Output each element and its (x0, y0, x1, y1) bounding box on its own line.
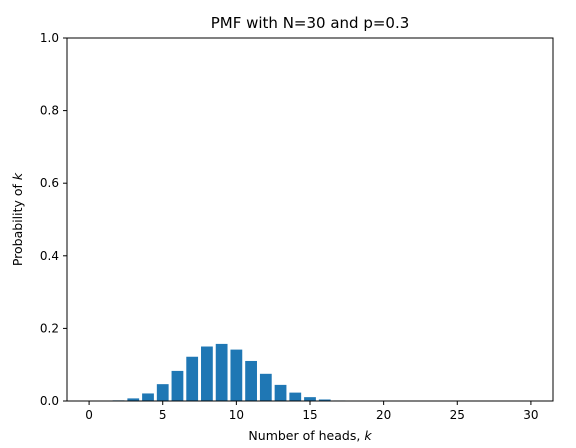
bar-k-3 (127, 398, 140, 401)
y-tick-label: 0.4 (40, 249, 59, 263)
bar-k-6 (171, 370, 184, 401)
bar-k-16 (318, 399, 331, 401)
y-tick-label: 0.0 (40, 394, 59, 408)
bar-k-12 (259, 373, 272, 401)
plot-area-frame (66, 37, 554, 402)
bar-k-9 (215, 343, 228, 401)
y-tick-label: 1.0 (40, 31, 59, 45)
x-axis-label-prefix: Number of heads, (248, 428, 364, 443)
bar-k-10 (230, 349, 243, 401)
bar-k-5 (156, 384, 169, 401)
bar-k-15 (304, 397, 316, 401)
y-axis-label-prefix: Probability of (10, 180, 25, 266)
bar-series (83, 343, 390, 401)
bar-k-4 (142, 393, 154, 401)
y-axis-label: Probability of k (10, 172, 25, 266)
x-tick-label: 20 (376, 408, 391, 422)
x-axis-label: Number of heads, k (248, 428, 372, 443)
x-tick-label: 10 (229, 408, 244, 422)
y-tick-label: 0.6 (40, 176, 59, 190)
bar-k-14 (289, 392, 302, 401)
y-axis-ticks: 0.0 0.2 0.4 0.6 0.8 1.0 (40, 31, 67, 408)
x-tick-label: 5 (159, 408, 167, 422)
y-axis-label-variable: k (10, 172, 25, 180)
x-tick-label: 30 (523, 408, 538, 422)
y-tick-label: 0.8 (40, 104, 59, 118)
x-tick-label: 15 (302, 408, 317, 422)
x-axis-ticks: 0 5 10 15 20 25 30 (85, 401, 539, 422)
bar-k-8 (201, 346, 213, 401)
bar-k-11 (245, 360, 257, 401)
bar-k-7 (186, 356, 199, 401)
x-axis-label-variable: k (364, 428, 372, 443)
x-tick-label: 0 (85, 408, 93, 422)
chart-title: PMF with N=30 and p=0.3 (211, 14, 410, 32)
y-tick-label: 0.2 (40, 321, 59, 335)
x-tick-label: 25 (450, 408, 465, 422)
bar-k-13 (274, 384, 287, 401)
